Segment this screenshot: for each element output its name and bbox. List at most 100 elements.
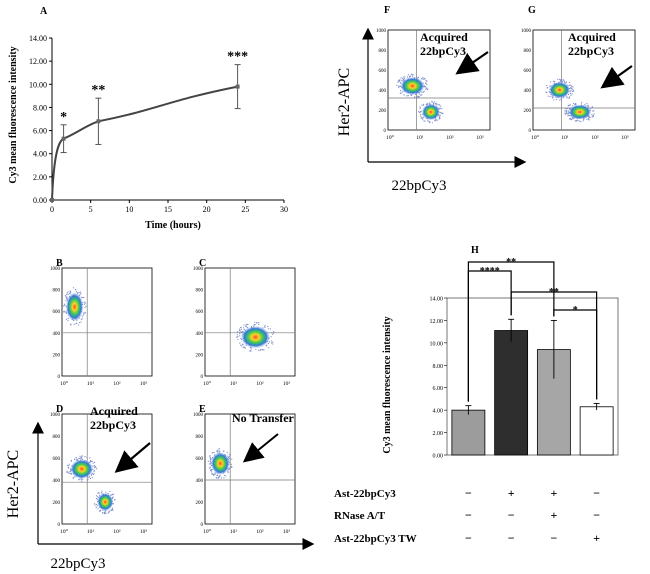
flow-f-event-dot: [428, 102, 430, 104]
flow-d-event-dot: [89, 457, 91, 459]
flow-g-event-dot: [570, 118, 572, 120]
flow-g-event-dot: [546, 87, 548, 89]
chart-a-series-line: [51, 85, 238, 201]
flow-f-event-dot: [431, 100, 433, 102]
flow-g-event-dot: [571, 93, 573, 95]
flow-f-event-dot: [396, 84, 398, 87]
flow-f-event-dot: [398, 85, 400, 88]
treatment-sign: +: [508, 486, 515, 500]
flow-d-event-dot: [93, 464, 95, 467]
flow-g-event-dot: [572, 102, 575, 105]
flow-b-x-tick-label: 10¹: [87, 381, 95, 387]
flow-d-event-dot: [114, 499, 116, 501]
flow-d-event-dot: [80, 479, 82, 481]
flow-f-density-cluster: [421, 103, 441, 121]
flow-d-x-tick-label: 10¹: [87, 529, 95, 535]
flow-d-event-dot: [68, 463, 70, 465]
flow-d-event-dot: [105, 491, 107, 493]
flow-g-event-dot: [575, 103, 577, 105]
flow-f-event-dot: [423, 103, 425, 105]
flow-c-event-dot: [273, 332, 275, 334]
chart-a-y-tick-label: 2.00: [33, 173, 47, 182]
flow-c-density-cluster: [240, 325, 271, 349]
flow-f-event-dot: [401, 77, 404, 79]
flow-g-event-dot: [547, 95, 549, 97]
flow-g-event-dot: [572, 89, 574, 91]
flow-d-event-dot: [95, 506, 97, 509]
panel-b-label: B: [56, 258, 63, 269]
flow-f-event-dot: [399, 79, 401, 81]
chart-h-y-tick-label: 12.00: [430, 319, 444, 325]
flow-f-event-dot: [420, 117, 422, 119]
flow-g-x-tick-label: 10¹: [561, 135, 569, 141]
flow-b-plot-frame: [61, 267, 153, 377]
flow-e-x-tick-label: 10⁰: [203, 528, 212, 535]
flow-c-event-dot: [256, 322, 258, 324]
flow-g-event-dot: [568, 81, 571, 84]
flow-c-event-dot: [239, 335, 241, 337]
flow-e-event-dot: [223, 477, 225, 479]
treatment-row-label: Ast-22bpCy3 TW: [334, 533, 417, 545]
flow-d-event-dot: [78, 479, 80, 481]
flow-f-event-dot: [423, 90, 425, 92]
flow-c-event-dot: [239, 333, 241, 335]
flow-f-event-dot: [407, 74, 409, 76]
flow-f-event-dot: [433, 103, 435, 105]
flow-d-event-dot: [94, 466, 96, 468]
flow-e-event-dot: [229, 454, 232, 456]
flow-d-event-dot: [112, 509, 114, 511]
flow-g-event-dot: [593, 113, 595, 115]
treatment-row-label: RNase A/T: [334, 510, 386, 522]
flow-g-event-dot: [549, 81, 552, 83]
flow-e-event-dot: [228, 457, 230, 460]
flow-c-event-dot: [254, 323, 256, 326]
flow-f-event-dot: [438, 118, 440, 120]
flow-f-event-dot: [439, 114, 441, 116]
flow-d-event-dot: [84, 455, 86, 458]
flow-d-event-dot: [90, 474, 93, 476]
flow-b-event-dot: [75, 288, 77, 291]
flow-e-event-dot: [212, 451, 214, 454]
flow-b-event-dot: [78, 324, 80, 326]
flow-g-event-dot: [552, 80, 555, 82]
flow-d-event-dot: [112, 493, 114, 495]
flow-d-event-dot: [94, 461, 96, 463]
flow-f-event-dot: [403, 94, 405, 96]
flow-b-event-dot: [66, 292, 68, 294]
flow-g-event-dot: [567, 113, 569, 115]
flow-d-event-dot: [101, 512, 104, 514]
flow-g-event-dot: [562, 79, 564, 81]
flow-f-x-tick-label: 10¹: [416, 135, 424, 141]
flow-e-event-dot: [207, 460, 209, 462]
flow-c-event-dot: [260, 348, 262, 351]
flow-g-event-dot: [571, 86, 573, 88]
flow-e-event-dot: [228, 455, 231, 457]
flow-d-event-dot: [93, 471, 95, 473]
g-annotation-line1: Acquired: [568, 30, 616, 44]
chart-h-significance-label: **: [506, 257, 516, 268]
flow-g-event-dot: [571, 88, 573, 90]
flow-d-event-dot: [86, 456, 88, 459]
chart-a-significance-label: *: [60, 110, 67, 125]
flow-b-event-dot: [64, 295, 67, 297]
flow-e-event-dot: [209, 455, 211, 457]
flow-e-event-dot: [218, 476, 220, 478]
flow-g-event-dot: [593, 110, 595, 112]
flow-f-event-dot: [438, 117, 441, 119]
flow-d-event-dot: [67, 471, 69, 473]
flow-c-y-tick-label: 600: [196, 310, 204, 315]
flow-g-event-dot: [554, 80, 556, 83]
chart-h-y-tick-label: 6.00: [433, 386, 444, 392]
e-annotation: No Transfer: [232, 411, 295, 425]
flow-e-event-dot: [217, 451, 219, 453]
chart-a-ylabel: Cy3 mean fluorescence intensity: [8, 46, 19, 183]
flow-g-event-dot: [588, 116, 591, 118]
flow-g-event-dot: [560, 99, 563, 101]
flow-g-event-dot: [588, 119, 590, 121]
flow-c-event-dot: [239, 342, 241, 344]
flow-e-event-dot: [228, 468, 231, 470]
flow-g-event-dot: [574, 103, 576, 106]
flow-f-event-dot: [418, 112, 421, 114]
flow-f-y-tick-label: 400: [379, 89, 387, 94]
